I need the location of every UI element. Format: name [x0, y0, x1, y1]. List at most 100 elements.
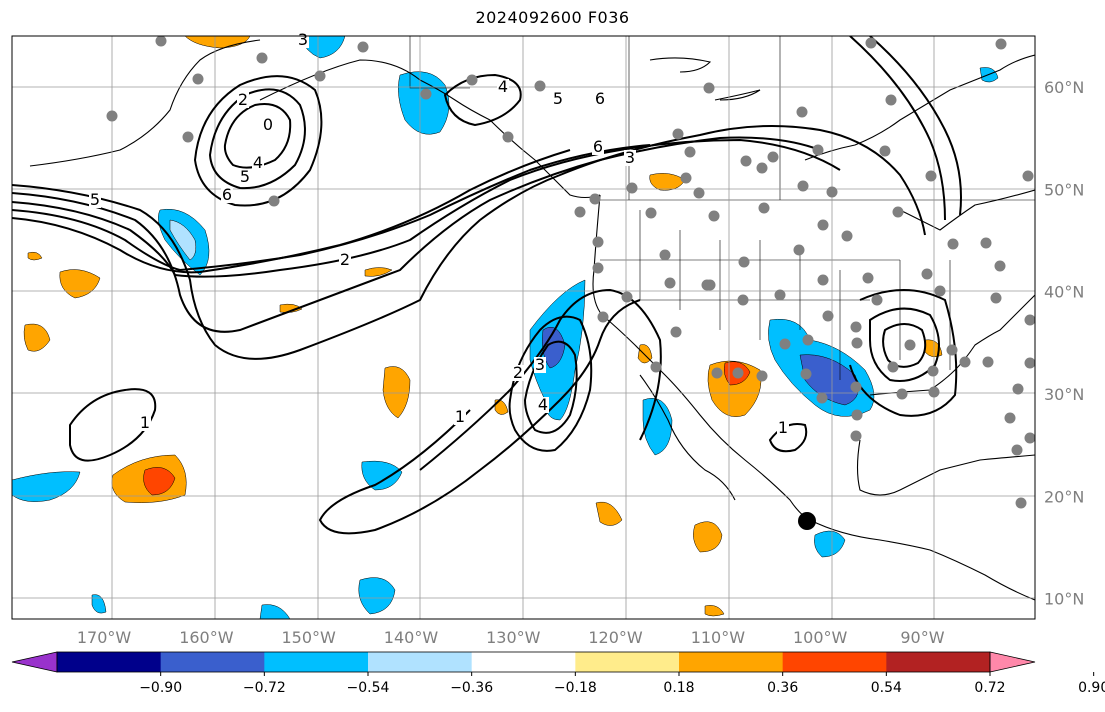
lon-label: 90°W — [900, 628, 944, 647]
colorbar-tick-label: −0.90 — [139, 680, 182, 696]
lat-label: 40°N — [1044, 283, 1084, 302]
colorbar-segment — [886, 652, 991, 672]
anomaly-blob — [693, 521, 723, 553]
contour-label-bg — [252, 155, 264, 171]
anomaly-blob — [12, 471, 81, 502]
shaded-anomaly-layer — [12, 36, 999, 619]
contour-label: 4 — [253, 153, 263, 172]
colorbar-tick-label: 0.90 — [1078, 680, 1105, 696]
graticule — [12, 36, 1035, 619]
colorbar-extend-high — [989, 651, 1036, 673]
lat-label: 50°N — [1044, 180, 1084, 199]
colorbar-segment — [782, 652, 887, 672]
anomaly-blob — [143, 467, 176, 496]
colorbar-tick-label: −0.36 — [450, 680, 493, 696]
contour-label-bg — [534, 357, 546, 373]
anomaly-blob — [649, 173, 686, 191]
lon-label: 100°W — [793, 628, 848, 647]
lon-label: 110°W — [691, 628, 746, 647]
colorbar-tick-label: −0.72 — [243, 680, 286, 696]
longitude-labels: 170°W 160°W 150°W 140°W 130°W 120°W 110°W 100°W… — [77, 628, 945, 647]
location-marker — [798, 512, 816, 530]
contour-label-bg — [592, 139, 604, 155]
contour-label: 6 — [593, 137, 603, 156]
contour-label: 5 — [553, 89, 563, 108]
contour-label-bg — [237, 92, 249, 108]
anomaly-blob — [361, 460, 403, 491]
contour-label: 3 — [535, 355, 545, 374]
anomaly-blob — [259, 604, 291, 619]
contour-label-bg — [537, 397, 549, 413]
lat-label: 10°N — [1044, 590, 1084, 609]
anomaly-blob — [169, 219, 197, 261]
contour-label: 6 — [595, 89, 605, 108]
contour-label: 2 — [513, 363, 523, 382]
contour-label-bg — [239, 169, 251, 185]
contour-label-bg — [624, 150, 636, 166]
contour-label: 4 — [498, 77, 508, 96]
lat-label: 30°N — [1044, 385, 1084, 404]
contour-label-bg — [777, 420, 789, 436]
colorbar-tick-label: 0.18 — [663, 680, 694, 696]
anomaly-blob — [382, 366, 411, 419]
anomaly-blob — [799, 354, 859, 406]
contour-label-bg — [512, 365, 524, 381]
colorbar-segment — [575, 652, 680, 672]
colorbar-tick-label: −0.18 — [554, 680, 597, 696]
colorbar-segment — [471, 652, 576, 672]
anomaly-blob — [91, 594, 107, 614]
contour-label: 3 — [625, 148, 635, 167]
contour-label: 1 — [455, 407, 465, 426]
colorbar-extend-low — [11, 651, 58, 673]
contour-label: 3 — [298, 30, 308, 49]
contour-label: 2 — [238, 90, 248, 109]
colorbar-tick-label: 0.72 — [974, 680, 1005, 696]
contour-label: 5 — [90, 190, 100, 209]
anomaly-blob — [595, 501, 623, 526]
anomaly-blob — [814, 530, 846, 558]
coastlines — [29, 39, 1035, 601]
lon-label: 130°W — [486, 628, 541, 647]
contour-label-bg — [89, 192, 101, 208]
contour-label-bg — [552, 91, 564, 107]
contour-label-bg — [221, 187, 233, 203]
colorbar-segment — [368, 652, 473, 672]
map-background — [12, 36, 1035, 619]
colorbar-tick-label: 0.54 — [871, 680, 902, 696]
anomaly-blob — [364, 267, 393, 277]
contour-label-bg — [594, 91, 606, 107]
plot-title: 2024092600 F036 — [475, 8, 630, 27]
contour-label-bg — [497, 79, 509, 95]
anomaly-blob — [27, 251, 43, 261]
station-markers — [106, 36, 1035, 509]
colorbar-segment — [57, 652, 162, 672]
contour-label: 1 — [140, 413, 150, 432]
anomaly-blob — [642, 398, 673, 456]
anomaly-blob — [23, 323, 51, 352]
contour-label-bg — [139, 415, 151, 431]
colorbar-segment — [264, 652, 369, 672]
lat-label: 60°N — [1044, 78, 1084, 97]
contour-label-bg — [454, 409, 466, 425]
colorbar-outline — [56, 651, 991, 673]
lat-label: 20°N — [1044, 487, 1084, 506]
contour-label: 4 — [538, 395, 548, 414]
contour-label: 0 — [263, 115, 273, 134]
lon-label: 120°W — [588, 628, 643, 647]
colorbar-tick-label: 0.36 — [767, 680, 798, 696]
lon-label: 140°W — [384, 628, 439, 647]
latitude-labels: 60°N 50°N 40°N 30°N 20°N 10°N — [1044, 78, 1084, 608]
contour-label: 6 — [222, 185, 232, 204]
colorbar-tick-label: −0.54 — [347, 680, 390, 696]
contour-label-bg — [262, 117, 274, 133]
colorbar-segment — [160, 652, 265, 672]
lon-label: 160°W — [179, 628, 234, 647]
anomaly-blob — [358, 577, 396, 615]
contour-label-bg — [339, 252, 351, 268]
contour-label: 1 — [778, 418, 788, 437]
lon-label: 170°W — [77, 628, 132, 647]
anomaly-blob — [704, 605, 725, 617]
map-frame — [11, 35, 1036, 620]
colorbar-segment — [679, 652, 784, 672]
